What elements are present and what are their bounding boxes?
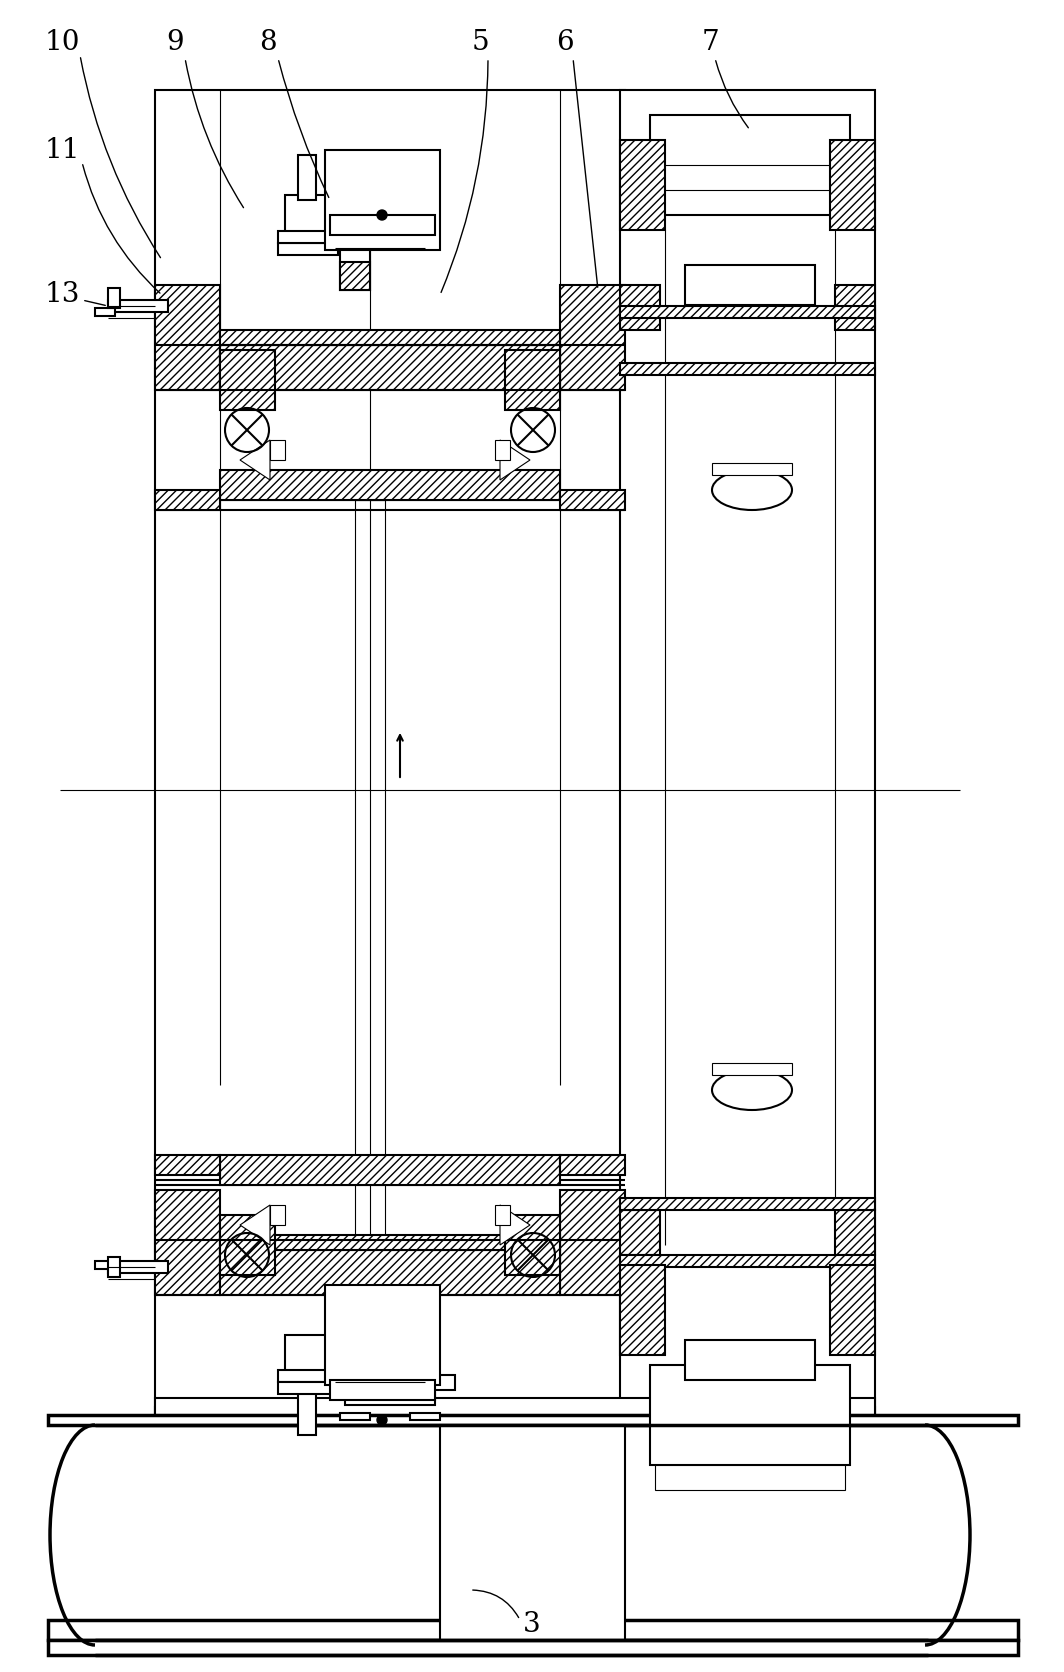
Bar <box>325 150 440 251</box>
Bar <box>835 1211 875 1256</box>
Bar <box>685 264 815 304</box>
Bar <box>109 1261 168 1272</box>
Polygon shape <box>240 1206 270 1246</box>
Bar <box>48 1640 1018 1655</box>
Text: 11: 11 <box>45 137 80 164</box>
Text: 10: 10 <box>45 28 80 55</box>
Bar <box>95 308 115 316</box>
Bar <box>685 1339 815 1379</box>
Bar <box>650 115 850 216</box>
Bar <box>109 299 168 313</box>
Bar <box>285 1334 330 1384</box>
Polygon shape <box>500 440 530 480</box>
Bar <box>278 1369 338 1383</box>
Bar <box>560 1155 625 1175</box>
Bar <box>155 284 220 390</box>
Bar <box>155 490 220 510</box>
Bar <box>155 1155 220 1175</box>
Bar <box>495 440 510 460</box>
Bar <box>325 1286 440 1384</box>
Bar <box>220 1236 560 1251</box>
Bar <box>220 344 560 390</box>
Text: 3: 3 <box>523 1612 541 1639</box>
Bar <box>330 1379 435 1399</box>
Bar <box>95 1261 115 1269</box>
Polygon shape <box>240 440 270 480</box>
Bar <box>505 349 560 410</box>
Bar <box>620 1266 665 1354</box>
Bar <box>330 216 435 236</box>
Bar <box>325 1374 455 1389</box>
Bar <box>155 90 625 1415</box>
Bar <box>355 500 385 1389</box>
Bar <box>495 1206 510 1226</box>
Text: 9: 9 <box>166 28 184 55</box>
Bar <box>285 196 330 246</box>
Bar <box>109 288 120 308</box>
Bar <box>220 470 560 500</box>
Bar <box>620 284 660 329</box>
Bar <box>620 140 665 231</box>
Bar <box>410 1413 440 1420</box>
Bar <box>835 284 875 329</box>
Bar <box>620 90 875 1415</box>
Bar <box>270 1206 285 1226</box>
Bar <box>560 1190 625 1296</box>
Circle shape <box>377 211 387 221</box>
Bar <box>278 231 338 242</box>
Polygon shape <box>500 1206 530 1246</box>
Bar <box>298 1389 316 1435</box>
Bar <box>440 1425 625 1640</box>
Text: 13: 13 <box>45 281 80 309</box>
Bar <box>220 1251 560 1296</box>
Bar <box>830 1266 875 1354</box>
Circle shape <box>377 1415 387 1425</box>
Bar <box>712 1063 792 1075</box>
Bar <box>620 1211 660 1256</box>
Bar <box>155 1190 220 1296</box>
Bar <box>655 1465 845 1490</box>
Text: 8: 8 <box>260 28 277 55</box>
Bar <box>620 363 875 375</box>
Bar <box>340 263 370 289</box>
Bar <box>155 1408 625 1415</box>
Bar <box>560 490 625 510</box>
Bar <box>220 349 275 410</box>
Bar <box>278 1383 338 1394</box>
Bar <box>560 284 625 390</box>
Bar <box>155 1398 875 1420</box>
Bar <box>109 1257 120 1277</box>
Bar <box>620 306 875 318</box>
Bar <box>278 242 338 256</box>
Bar <box>298 155 316 201</box>
Bar <box>830 140 875 231</box>
Bar <box>340 1291 370 1318</box>
Bar <box>505 1216 560 1276</box>
Bar <box>650 1364 850 1465</box>
Text: 5: 5 <box>471 28 488 55</box>
Bar <box>48 1620 1018 1640</box>
Text: 6: 6 <box>556 28 573 55</box>
Bar <box>48 1415 1018 1425</box>
Bar <box>220 1216 275 1276</box>
Bar <box>620 1256 875 1267</box>
Bar <box>340 1413 370 1420</box>
Bar <box>625 1408 875 1415</box>
Bar <box>340 201 370 289</box>
Bar <box>220 329 560 344</box>
Bar <box>340 1291 370 1379</box>
Bar <box>270 440 285 460</box>
Bar <box>655 166 845 191</box>
Bar <box>345 1393 435 1404</box>
Bar <box>620 1199 875 1211</box>
Bar <box>712 463 792 475</box>
Bar <box>220 1155 560 1185</box>
Text: 7: 7 <box>701 28 719 55</box>
